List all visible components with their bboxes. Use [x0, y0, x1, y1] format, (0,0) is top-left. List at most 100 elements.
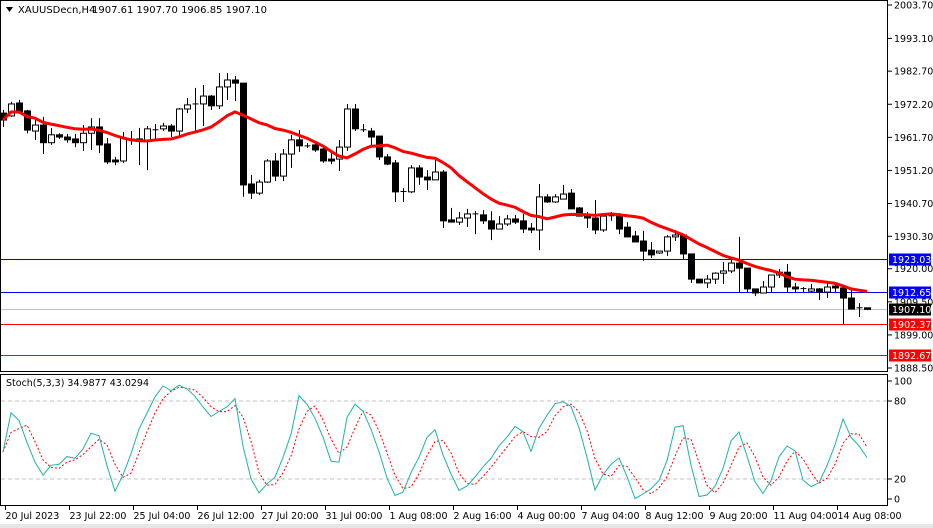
candle[interactable]	[840, 287, 847, 325]
candle[interactable]	[664, 235, 671, 256]
candle[interactable]	[224, 73, 231, 100]
candle[interactable]	[8, 101, 15, 117]
stochastic-panel[interactable]: Stoch(5,3,3) 34.9877 43.0294	[0, 374, 888, 506]
candle[interactable]	[824, 282, 831, 299]
candle[interactable]	[520, 213, 527, 234]
candle[interactable]	[248, 174, 255, 200]
candle[interactable]	[744, 267, 751, 293]
candle[interactable]	[408, 165, 415, 194]
candle[interactable]	[32, 120, 39, 140]
candle[interactable]	[552, 194, 559, 203]
candle[interactable]	[544, 194, 551, 203]
candle[interactable]	[504, 214, 511, 226]
candle[interactable]	[528, 223, 535, 234]
candle[interactable]	[760, 281, 767, 294]
candle[interactable]	[64, 133, 71, 143]
candle[interactable]	[384, 154, 391, 166]
candle[interactable]	[200, 85, 207, 126]
candle[interactable]	[256, 179, 263, 196]
candle[interactable]	[104, 137, 111, 165]
candle[interactable]	[752, 288, 759, 297]
candle[interactable]	[56, 133, 63, 139]
candle[interactable]	[240, 82, 247, 197]
candle[interactable]	[416, 165, 423, 185]
candle[interactable]	[96, 118, 103, 154]
candle[interactable]	[264, 159, 271, 184]
candle[interactable]	[768, 274, 775, 293]
price-axis[interactable]: 2003.70 1993.10 1982.70 1972.20 1961.70 1951.…	[888, 1, 933, 375]
candle[interactable]	[816, 287, 823, 300]
candle[interactable]	[856, 303, 863, 317]
candle[interactable]	[592, 200, 599, 235]
candle[interactable]	[712, 272, 719, 284]
level-price-label: 1923.03	[892, 255, 931, 266]
candle[interactable]	[808, 283, 815, 294]
candle[interactable]	[736, 236, 743, 293]
candle[interactable]	[280, 149, 287, 182]
candle[interactable]	[560, 184, 567, 200]
candle[interactable]	[864, 307, 871, 311]
candle[interactable]	[568, 189, 575, 210]
candle[interactable]	[728, 259, 735, 274]
time-axis[interactable]: 20 Jul 2023 23 Jul 22:00 25 Jul 04:00 26 Ju…	[5, 506, 902, 522]
candle[interactable]	[720, 262, 727, 284]
candle[interactable]	[184, 97, 191, 114]
candle[interactable]	[112, 156, 119, 166]
candle[interactable]	[432, 159, 439, 181]
candle[interactable]	[424, 170, 431, 190]
candle[interactable]	[352, 103, 359, 132]
candle[interactable]	[48, 127, 55, 145]
candle[interactable]	[360, 124, 367, 132]
candle[interactable]	[392, 160, 399, 202]
candle[interactable]	[304, 143, 311, 149]
candle[interactable]	[704, 275, 711, 288]
bottom-scrollbar[interactable]	[0, 524, 933, 528]
candle[interactable]	[688, 253, 695, 283]
candle[interactable]	[320, 147, 327, 163]
candle[interactable]	[168, 124, 175, 138]
candle[interactable]	[288, 134, 295, 168]
candle[interactable]	[792, 282, 799, 294]
candle[interactable]	[848, 289, 855, 310]
candle[interactable]	[488, 211, 495, 241]
candle[interactable]	[72, 133, 79, 148]
candle[interactable]	[376, 135, 383, 161]
candle[interactable]	[624, 222, 631, 238]
candle[interactable]	[160, 122, 167, 132]
candle[interactable]	[176, 108, 183, 138]
candle[interactable]	[656, 250, 663, 254]
candle[interactable]	[400, 188, 407, 202]
candle[interactable]	[464, 208, 471, 227]
candle[interactable]	[192, 87, 199, 132]
candle[interactable]	[640, 230, 647, 261]
candle-body	[712, 272, 719, 280]
candle[interactable]	[152, 124, 159, 139]
candle[interactable]	[344, 103, 351, 151]
candle[interactable]	[632, 230, 639, 243]
candle-body	[144, 128, 151, 142]
candle[interactable]	[232, 75, 239, 102]
candle[interactable]	[24, 109, 31, 134]
candle-body	[504, 218, 511, 225]
candle[interactable]	[512, 214, 519, 224]
candle[interactable]	[272, 153, 279, 182]
candle[interactable]	[480, 210, 487, 224]
candle[interactable]	[456, 212, 463, 225]
candle[interactable]	[312, 143, 319, 152]
candle[interactable]	[448, 207, 455, 223]
candle[interactable]	[800, 287, 807, 293]
candle[interactable]	[328, 153, 335, 165]
candle[interactable]	[600, 212, 607, 232]
candle[interactable]	[496, 216, 503, 230]
candle[interactable]	[216, 73, 223, 109]
candle[interactable]	[648, 241, 655, 259]
price-panel[interactable]: XAUUSDecn,H4 1907.61 1907.70 1906.85 190…	[0, 0, 888, 372]
candle[interactable]	[696, 278, 703, 284]
candle[interactable]	[208, 95, 215, 110]
triangle-down-icon[interactable]	[6, 7, 13, 12]
candle[interactable]	[296, 130, 303, 152]
candle[interactable]	[440, 170, 447, 229]
candle[interactable]	[368, 127, 375, 146]
candle[interactable]	[472, 211, 479, 235]
